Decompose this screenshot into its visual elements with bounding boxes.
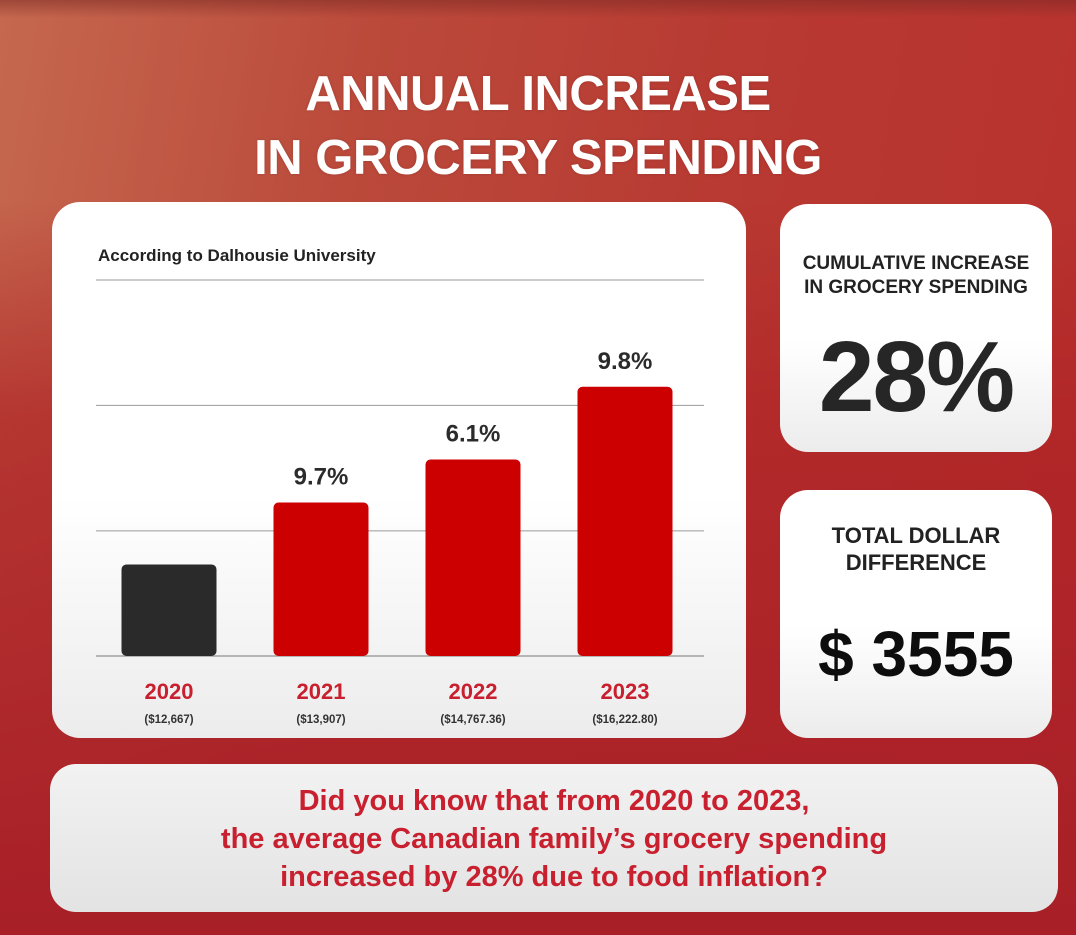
x-sublabel-2021: ($13,907) [296, 714, 345, 726]
dollar-label-line-2: DIFFERENCE [845, 550, 987, 575]
data-label-2023: 9.8% [598, 348, 653, 375]
cumulative-increase-value: 28% [818, 321, 1015, 433]
fact-line-2: the average Canadian family’s grocery sp… [220, 823, 888, 855]
bar-2021 [273, 502, 369, 656]
bar-2020 [121, 564, 217, 656]
chart-card: According to Dalhousie University 2020 ($… [52, 202, 746, 738]
fact-line-1: Did you know that from 2020 to 2023, [298, 785, 810, 817]
data-label-2022: 6.1% [446, 421, 501, 448]
x-tick-label-2022: 2022 [449, 679, 498, 704]
fact-text: Did you know that from 2020 to 2023, the… [50, 782, 1058, 896]
cumulative-label-line-2: IN GROCERY SPENDING [804, 277, 1028, 298]
dollar-label-line-1: TOTAL DOLLAR [831, 523, 1001, 548]
bar-2023 [577, 386, 673, 656]
total-dollar-difference-value: $ 3555 [818, 618, 1014, 690]
bar-2022 [425, 459, 521, 656]
total-dollar-difference-label: TOTAL DOLLAR DIFFERENCE [780, 522, 1052, 576]
x-tick-label-2021: 2021 [297, 679, 346, 704]
x-sublabel-2023: ($16,222.80) [592, 714, 657, 726]
cumulative-increase-card: CUMULATIVE INCREASE IN GROCERY SPENDING … [780, 204, 1052, 452]
chart-source-label: According to Dalhousie University [98, 246, 376, 265]
cumulative-increase-label: CUMULATIVE INCREASE IN GROCERY SPENDING [780, 252, 1052, 300]
cumulative-label-line-1: CUMULATIVE INCREASE [802, 253, 1030, 274]
title-line-2: IN GROCERY SPENDING [254, 131, 822, 185]
bar-chart: 2020 ($12,667) 9.7% 2021 ($13,907) 6.1% 2022 ($… [96, 279, 704, 726]
x-sublabel-2022: ($14,767.36) [440, 714, 505, 726]
data-label-2021: 9.7% [294, 464, 349, 491]
title-line-1: ANNUAL INCREASE [305, 67, 771, 121]
fact-card: Did you know that from 2020 to 2023, the… [50, 764, 1058, 912]
x-tick-label-2023: 2023 [601, 679, 650, 704]
background-top-strip [0, 0, 1076, 18]
x-sublabel-2020: ($12,667) [144, 714, 193, 726]
x-tick-label-2020: 2020 [145, 679, 194, 704]
page-title: ANNUAL INCREASE IN GROCERY SPENDING [0, 62, 1076, 190]
total-dollar-difference-card: TOTAL DOLLAR DIFFERENCE $ 3555 [780, 490, 1052, 738]
fact-line-3: increased by 28% due to food inflation? [280, 861, 828, 893]
